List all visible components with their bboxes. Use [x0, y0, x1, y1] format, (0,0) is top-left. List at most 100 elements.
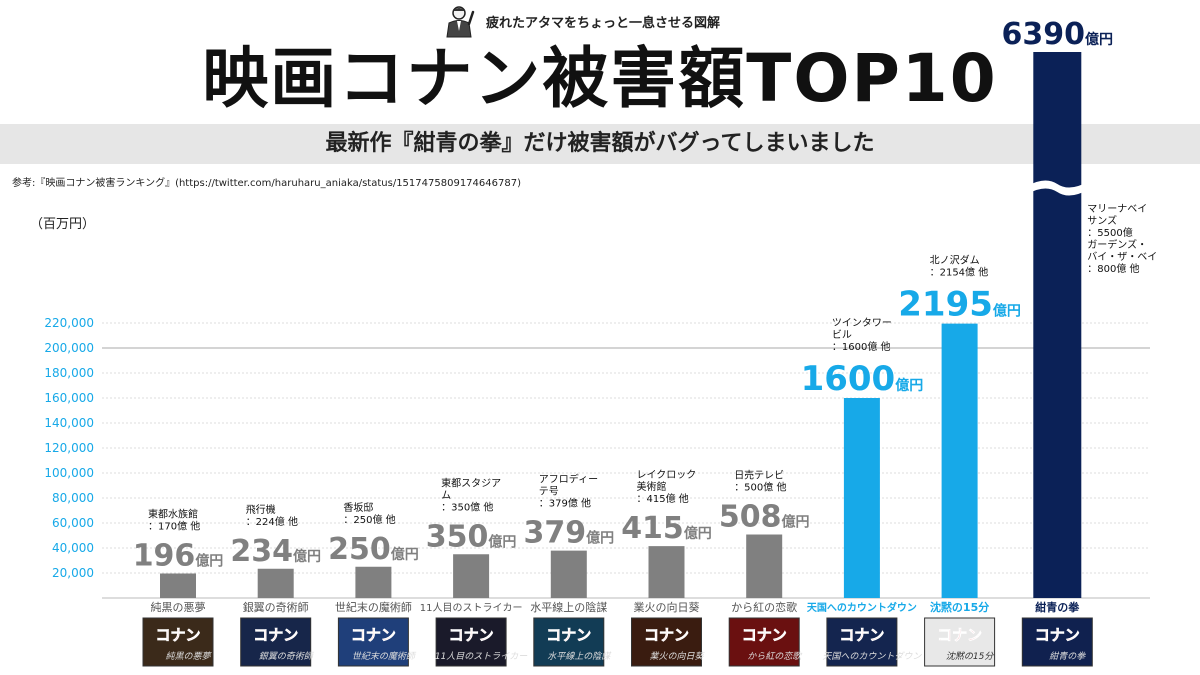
- movie-poster-subtitle: 業火の向日葵: [649, 651, 705, 662]
- damage-annotation: サンズ: [1087, 214, 1117, 227]
- data-label-unit: 億円: [993, 303, 1021, 320]
- damage-annotation: レイクロック: [637, 469, 697, 481]
- category-label: 純黒の悪夢: [151, 601, 206, 614]
- damage-annotation: ：224億 他: [246, 515, 298, 528]
- damage-annotation: ：379億 他: [539, 497, 591, 510]
- page-subtitle: 最新作『紺青の拳』だけ被害額がバグってしまいました: [325, 131, 875, 156]
- bar: [843, 398, 880, 598]
- y-tick-label: 180,000: [44, 366, 94, 380]
- damage-annotation: ：1600億 他: [832, 340, 891, 353]
- header-tagline-row: 疲れたアタマをちょっと一息させる図解: [442, 4, 720, 38]
- damage-annotation: ム: [441, 489, 451, 501]
- y-tick-label: 120,000: [44, 441, 94, 455]
- data-label: 234億円: [230, 534, 321, 569]
- movie-poster-logo: コナン: [155, 626, 200, 644]
- damage-annotation: マリーナベイ: [1087, 203, 1147, 215]
- category-label: 業火の向日葵: [634, 600, 700, 614]
- category-label: 天国へのカウントダウン: [807, 601, 917, 614]
- data-label-value: 508: [719, 500, 782, 535]
- damage-annotation: ：5500億: [1087, 226, 1132, 239]
- damage-annotation: 美術館: [637, 480, 667, 493]
- bar: [160, 573, 196, 598]
- axis-break-mark: [1027, 180, 1088, 196]
- data-label-value: 379: [523, 516, 586, 551]
- y-tick-label: 20,000: [52, 566, 94, 580]
- movie-poster-thumbnail: [435, 617, 507, 667]
- movie-poster-subtitle: 沈黙の15分: [946, 651, 994, 662]
- page-title: 映画コナン被害額TOP10: [202, 40, 998, 117]
- movie-poster-logo: コナン: [253, 626, 298, 644]
- movie-poster-logo: コナン: [546, 626, 591, 644]
- movie-poster-subtitle: 天国へのカウントダウン: [822, 651, 922, 662]
- damage-annotation: 東都スタジア: [441, 476, 501, 489]
- damage-annotation: ：170億 他: [148, 520, 200, 533]
- category-label: から紅の恋歌: [731, 600, 797, 614]
- y-tick-label: 100,000: [44, 466, 94, 480]
- data-label-value: 6390: [1002, 17, 1086, 52]
- data-label-unit: 億円: [488, 533, 516, 550]
- bar: [257, 568, 294, 598]
- y-tick-label: 140,000: [44, 416, 94, 430]
- movie-poster-logo: コナン: [449, 626, 494, 644]
- movie-poster-logo: コナン: [351, 626, 396, 644]
- movie-poster-thumbnail: [924, 617, 996, 667]
- damage-annotation: ：800億 他: [1087, 262, 1139, 275]
- data-label-unit: 億円: [293, 548, 321, 565]
- data-label: 6390億円: [1002, 17, 1114, 52]
- category-label: 沈黙の15分: [930, 600, 989, 614]
- movie-poster-thumbnail: [533, 617, 605, 667]
- category-label: 銀翼の奇術師: [243, 600, 309, 614]
- movie-poster-subtitle: 純黒の悪夢: [165, 651, 212, 662]
- data-label: 350億円: [426, 519, 517, 554]
- damage-annotation: 日売テレビ: [734, 469, 784, 482]
- damage-annotation: ツインタワー: [832, 317, 892, 329]
- bar: [648, 546, 685, 598]
- data-label-unit: 億円: [684, 525, 712, 542]
- damage-annotation: ビル: [832, 329, 852, 341]
- damage-annotation: 飛行機: [246, 503, 276, 516]
- data-label-unit: 億円: [1085, 31, 1113, 48]
- y-tick-label: 80,000: [52, 491, 94, 505]
- movie-poster-thumbnail: [631, 617, 702, 667]
- movie-poster-thumbnail: [826, 617, 898, 667]
- bar: [1033, 52, 1082, 598]
- data-label: 2195億円: [898, 285, 1021, 325]
- data-label-unit: 億円: [895, 377, 923, 394]
- bar: [941, 323, 978, 598]
- data-label: 508億円: [719, 500, 810, 535]
- data-label-value: 234: [230, 534, 293, 569]
- category-label: 紺青の拳: [1035, 600, 1080, 614]
- data-label: 415億円: [621, 511, 712, 546]
- movie-poster-thumbnail: [1021, 617, 1093, 667]
- damage-annotation: ガーデンズ・: [1087, 238, 1147, 251]
- data-label-value: 415: [621, 511, 684, 546]
- y-tick-label: 40,000: [52, 541, 94, 555]
- bar: [746, 534, 783, 598]
- reference-note: 参考:『映画コナン被害ランキング』(https://twitter.com/ha…: [12, 178, 521, 189]
- damage-annotation: ：2154億 他: [930, 266, 989, 279]
- data-label-value: 250: [328, 532, 391, 567]
- damage-annotation: バイ・ザ・ベイ: [1087, 251, 1157, 263]
- movie-poster-subtitle: 水平線上の陰謀: [547, 651, 612, 662]
- movie-poster-subtitle: 11人目のストライカー: [435, 651, 528, 662]
- data-label-value: 1600: [801, 359, 896, 399]
- movie-poster-logo: コナン: [937, 626, 982, 644]
- y-tick-label: 160,000: [44, 391, 94, 405]
- y-tick-label: 60,000: [52, 516, 94, 530]
- movie-poster-subtitle: から紅の恋歌: [747, 651, 803, 662]
- data-label: 250億円: [328, 532, 419, 567]
- data-label-unit: 億円: [782, 514, 810, 531]
- damage-annotation: 東都水族館: [148, 508, 198, 521]
- data-label: 379億円: [523, 516, 614, 551]
- data-label-unit: 億円: [391, 546, 419, 563]
- bar: [355, 566, 392, 598]
- movie-poster-logo: コナン: [1035, 626, 1080, 644]
- data-label-unit: 億円: [586, 530, 614, 547]
- bar: [453, 554, 490, 598]
- businessman-icon: [446, 6, 475, 38]
- movie-poster-thumbnail: [728, 617, 800, 667]
- data-label-value: 350: [426, 519, 489, 554]
- bar: [550, 550, 587, 598]
- header-tagline: 疲れたアタマをちょっと一息させる図解: [486, 15, 721, 31]
